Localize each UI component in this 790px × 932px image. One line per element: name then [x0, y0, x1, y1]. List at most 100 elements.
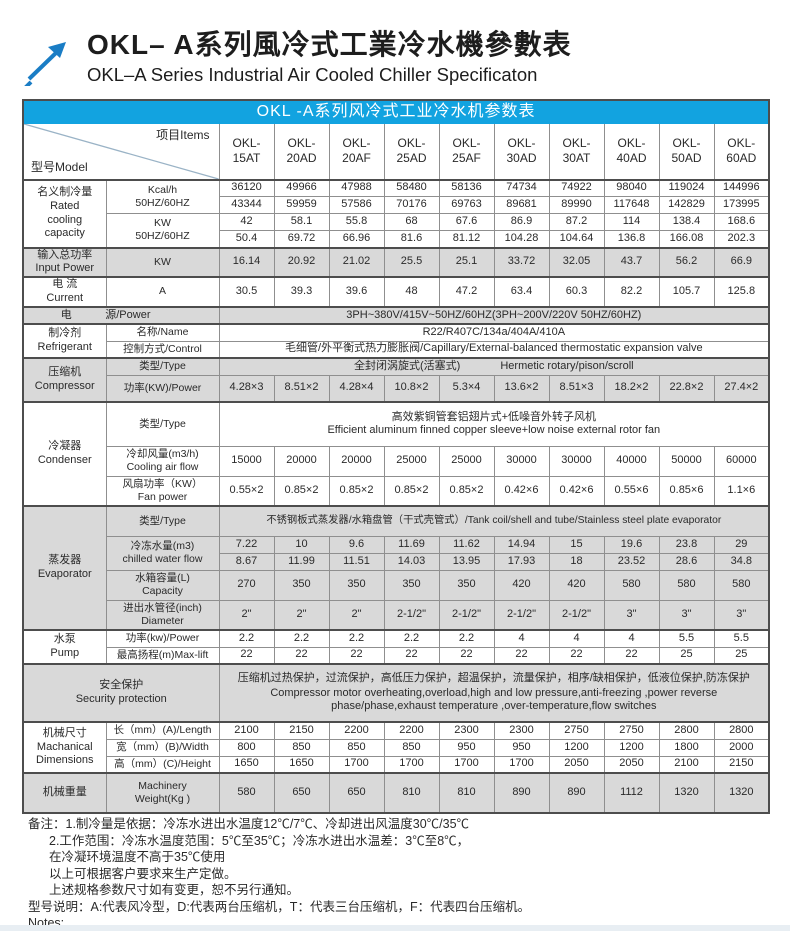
- cell: 9.6: [328, 535, 385, 554]
- model-header: OKL- 25AF: [438, 122, 495, 180]
- table-row: 43344 59959 57586 70176 69763 89681 8999…: [23, 196, 770, 214]
- cell: 2300: [493, 721, 550, 740]
- cell: 20.92: [273, 246, 330, 278]
- cell: 105.7: [658, 276, 715, 308]
- table-row: 进出水管径(inch) Diameter 2" 2" 2" 2-1/2" 2-1…: [23, 599, 770, 631]
- cell: 2150: [273, 721, 330, 740]
- cell: 420: [548, 569, 605, 601]
- cell: 202.3: [713, 230, 770, 248]
- cell: 166.08: [658, 230, 715, 248]
- row-label: 最高扬程(m)Max-lift: [105, 646, 220, 665]
- merged-value: R22/R407C/134a/404A/410A: [218, 323, 770, 342]
- cell: 2100: [218, 721, 275, 740]
- table-row: 机械尺寸 Machanical Dimensions 长（mm）(A)/Leng…: [22, 721, 770, 774]
- cell: 2.2: [383, 629, 440, 648]
- cell: 0.42×6: [493, 475, 550, 507]
- table-row: 高（mm）(C)/Height 1650 1650 1700 1700 1700…: [23, 755, 770, 774]
- cell: 0.85×6: [658, 475, 715, 507]
- power-label-cn: 电: [60, 308, 72, 321]
- cell: 1650: [218, 755, 275, 774]
- cell: 2": [273, 599, 330, 631]
- cell: 13.6×2: [493, 374, 550, 403]
- table-row: 最高扬程(m)Max-lift 22 22 22 22 22 22 22 22 …: [23, 646, 770, 665]
- cell: 70176: [383, 196, 440, 214]
- cell: 21.02: [328, 246, 385, 278]
- cell: 2750: [603, 721, 660, 740]
- cell: 50.4: [218, 230, 275, 248]
- compressor-type-cn: 全封闭涡旋式(活塞式): [354, 359, 461, 372]
- cell: 144996: [713, 178, 770, 197]
- arrow-logo-icon: [24, 42, 66, 86]
- table-row: 电 流 Current A 30.5 39.3 39.6 48 47.2 63.…: [22, 276, 770, 308]
- model-header: OKL- 40AD: [603, 122, 660, 180]
- row-label: 宽（mm）(B)/Width: [105, 738, 220, 757]
- cell: 580: [713, 569, 770, 601]
- cell: 66.9: [713, 246, 770, 278]
- cell: 1700: [493, 755, 550, 774]
- model-header: OKL- 20AF: [328, 122, 385, 180]
- row-label: 类型/Type: [105, 505, 220, 537]
- cell: 27.4×2: [713, 374, 770, 403]
- cell: 580: [218, 772, 275, 814]
- cell: 2-1/2": [493, 599, 550, 631]
- cell: 22: [328, 646, 385, 665]
- corner-cell: 型号Model 项目Items: [22, 122, 220, 180]
- cell: 43344: [218, 196, 275, 214]
- cell: 8.67: [218, 552, 275, 571]
- footnotes: 备注：1.制冷量是依据：冷冻水进出水温度12℃/7℃、冷却进出风温度30℃/35…: [28, 816, 768, 932]
- row-label: 进出水管径(inch) Diameter: [105, 599, 220, 631]
- model-header: OKL- 30AT: [548, 122, 605, 180]
- page-header: OKL– A系列風冷式工業冷水機參數表 OKL–A Series Industr…: [87, 29, 747, 86]
- cell: 89990: [548, 196, 605, 214]
- cell: 890: [493, 772, 550, 814]
- cell: 1800: [658, 738, 715, 757]
- table-row: 功率(KW)/Power 4.28×3 8.51×2 4.28×4 10.8×2…: [23, 374, 770, 403]
- cell: 47988: [328, 178, 385, 197]
- cell: 30.5: [218, 276, 275, 308]
- cell: 10: [273, 535, 330, 554]
- cell: 87.2: [548, 213, 605, 231]
- cell: 3": [658, 599, 715, 631]
- cell: 1700: [328, 755, 385, 774]
- cell: 5.3×4: [438, 374, 495, 403]
- cell: 8.51×2: [273, 374, 330, 403]
- cell: 4: [603, 629, 660, 648]
- security-en: Compressor motor overheating,overload,hi…: [270, 686, 718, 713]
- cell: 4.28×3: [218, 374, 275, 403]
- power-label-rest: 源/Power: [105, 308, 151, 321]
- page-title: OKL– A系列風冷式工業冷水機參數表: [87, 29, 572, 60]
- cell: 2800: [713, 721, 770, 740]
- cell: 98040: [603, 178, 660, 197]
- cell: 890: [548, 772, 605, 814]
- cell: 40000: [603, 445, 660, 477]
- model-header-row: 型号Model 项目Items OKL- 15AT OKL- 20AD OKL-…: [22, 122, 770, 180]
- model-header: OKL- 50AD: [658, 122, 715, 180]
- model-header: OKL- 15AT: [218, 122, 275, 180]
- cell: 69.72: [273, 230, 330, 248]
- cell: 60.3: [548, 276, 605, 308]
- cell: 47.2: [438, 276, 495, 308]
- table-row: 蒸发器 Evaporator 类型/Type 不锈钢板式蒸发器/水箱盘管（干式壳…: [22, 505, 770, 631]
- cell: 29: [713, 535, 770, 554]
- cell: 2": [218, 599, 275, 631]
- cell: 81.12: [438, 230, 495, 248]
- cell: 4: [548, 629, 605, 648]
- note-line: 2.工作范围：冷冻水温度范围：5℃至35℃；冷冻水进出水温差：3℃至8℃，: [49, 833, 470, 848]
- cell: 2.2: [438, 629, 495, 648]
- cell: 48: [383, 276, 440, 308]
- row-label: Machinery Weight(Kg ): [105, 772, 220, 814]
- row-label: 名称/Name: [105, 323, 220, 342]
- cell: 168.6: [713, 213, 770, 231]
- merged-value: 3PH~380V/415V~50HZ/60HZ(3PH~200V/220V 50…: [218, 306, 770, 325]
- cell: 0.55×6: [603, 475, 660, 507]
- cell: 25: [658, 646, 715, 665]
- row-group-label: 电 源/Power: [22, 306, 220, 325]
- diagonal-divider: [24, 124, 219, 179]
- table-row: 水泵 Pump 功率(kw)/Power 2.2 2.2 2.2 2.2 2.2…: [22, 629, 770, 665]
- cell: 1200: [603, 738, 660, 757]
- cell: 18.2×2: [603, 374, 660, 403]
- cell: 22: [493, 646, 550, 665]
- table-row: 机械重量 Machinery Weight(Kg ) 580 650 650 8…: [22, 772, 770, 814]
- row-label: A: [105, 276, 220, 308]
- cell: 2050: [548, 755, 605, 774]
